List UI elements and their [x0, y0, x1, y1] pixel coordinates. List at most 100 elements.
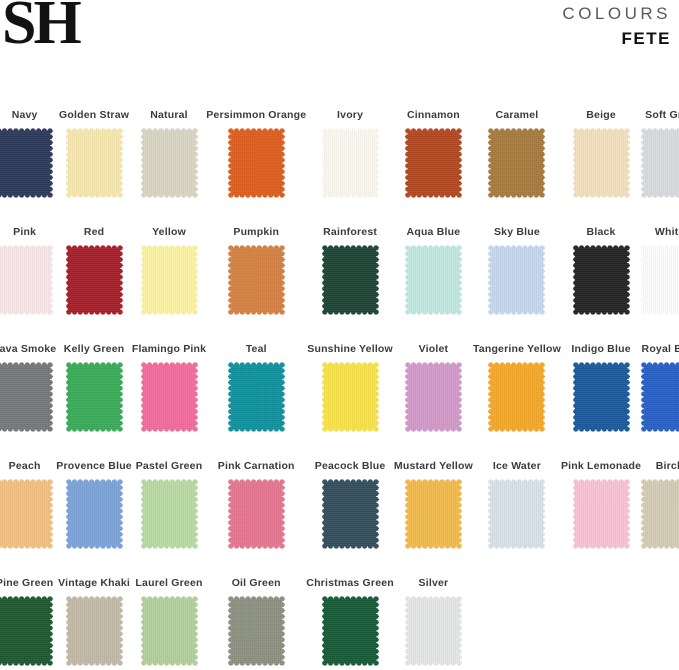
swatch-label: Tangerine Yellow: [472, 343, 561, 355]
swatch-cell: Flamingo Pink: [132, 343, 206, 432]
swatch-cell: Peacock Blue: [315, 460, 386, 549]
swatch-label: Golden Straw: [59, 109, 130, 121]
swatch-label: Sky Blue: [493, 226, 540, 238]
swatch-label: Peach: [8, 460, 41, 472]
swatch-label: Natural: [150, 109, 188, 121]
fabric-swatch: [66, 245, 123, 315]
swatch-label: Navy: [11, 109, 38, 121]
fabric-swatch: [228, 245, 285, 315]
swatch-cell: Yellow: [141, 226, 198, 315]
swatch-cell: Christmas Green: [306, 577, 394, 666]
swatch-label: Indigo Blue: [571, 343, 631, 355]
fabric-swatch: [488, 245, 545, 315]
swatch-label: Ice Water: [492, 460, 541, 472]
swatch-label: Teal: [245, 343, 267, 355]
swatch-cell: Beige: [573, 109, 630, 198]
fabric-swatch: [0, 479, 53, 549]
swatch-cell: Cinnamon: [405, 109, 462, 198]
swatch-cell: Pine Green: [0, 577, 53, 666]
fabric-swatch: [641, 479, 679, 549]
swatch-label: Persimmon Orange: [206, 109, 307, 121]
fabric-swatch: [66, 128, 123, 198]
swatch-label: Pine Green: [0, 577, 54, 589]
swatch-cell: Kelly Green: [64, 343, 125, 432]
swatch-label: Vintage Khaki: [58, 577, 130, 589]
swatch-label: Pastel Green: [135, 460, 203, 472]
swatch-cell: Royal Blue: [641, 343, 679, 432]
fabric-swatch: [141, 362, 198, 432]
fabric-swatch: [405, 128, 462, 198]
swatch-label: Mustard Yellow: [393, 460, 473, 472]
fabric-swatch: [322, 362, 379, 432]
swatch-label: Rainforest: [323, 226, 378, 238]
swatch-cell: Golden Straw: [59, 109, 129, 198]
collection-name: FETE: [621, 29, 671, 48]
swatch-label: Pumpkin: [233, 226, 280, 238]
collection-label: COLOURS: [562, 4, 671, 23]
swatch-label: Kelly Green: [63, 343, 125, 355]
swatch-cell: Pink Lemonade: [561, 460, 641, 549]
fabric-swatch: [405, 245, 462, 315]
swatch-label: Ivory: [337, 109, 364, 121]
fabric-swatch: [141, 596, 198, 666]
swatch-cell: Ivory: [322, 109, 379, 198]
fabric-swatch: [0, 362, 53, 432]
fabric-swatch: [322, 245, 379, 315]
fabric-swatch: [322, 596, 379, 666]
swatch-cell: Sunshine Yellow: [307, 343, 393, 432]
swatch-cell: Pumpkin: [228, 226, 285, 315]
swatch-cell: White: [641, 226, 679, 315]
swatch-cell: Rainforest: [322, 226, 379, 315]
fabric-swatch: [66, 596, 123, 666]
swatch-label: Pink: [13, 226, 37, 238]
swatch-label: Laurel Green: [135, 577, 203, 589]
swatch-cell: Mustard Yellow: [394, 460, 473, 549]
fabric-swatch: [228, 128, 285, 198]
swatch-cell: Provence Blue: [56, 460, 132, 549]
swatch-cell: Silver: [405, 577, 462, 666]
fabric-swatch: [405, 596, 462, 666]
swatch-cell: Navy: [0, 109, 53, 198]
swatch-cell: Ice Water: [488, 460, 545, 549]
swatch-cell: Peach: [0, 460, 53, 549]
fabric-swatch: [405, 362, 462, 432]
fabric-swatch: [66, 479, 123, 549]
fabric-swatch: [488, 362, 545, 432]
fabric-swatch: [488, 479, 545, 549]
swatch-cell: Tangerine Yellow: [473, 343, 561, 432]
fabric-swatch: [641, 362, 679, 432]
swatch-cell: Pastel Green: [136, 460, 203, 549]
swatch-grid: Navy Golden Straw Natural Persimmon Oran…: [0, 109, 679, 666]
fabric-swatch: [228, 362, 285, 432]
swatch-label: Soft Grey: [645, 109, 679, 121]
swatch-label: Red: [83, 226, 105, 238]
swatch-cell: Laurel Green: [135, 577, 202, 666]
swatch-label: Pink Lemonade: [560, 460, 642, 472]
fabric-swatch: [573, 362, 630, 432]
fabric-swatch: [322, 128, 379, 198]
fabric-swatch: [573, 479, 630, 549]
swatch-cell: Vintage Khaki: [58, 577, 130, 666]
swatch-label: Beige: [586, 109, 616, 121]
swatch-label: Violet: [418, 343, 449, 355]
swatch-cell: Soft Grey: [641, 109, 679, 198]
swatch-label: Flamingo Pink: [131, 343, 207, 355]
swatch-label: Pink Carnation: [217, 460, 295, 472]
fabric-swatch: [141, 128, 198, 198]
fabric-swatch: [0, 128, 53, 198]
swatch-cell: Natural: [141, 109, 198, 198]
swatch-label: Caramel: [495, 109, 539, 121]
swatch-cell: Oil Green: [228, 577, 285, 666]
swatch-cell: Lava Smoke: [0, 343, 56, 432]
swatch-label: Peacock Blue: [314, 460, 386, 472]
swatch-cell: Birch: [641, 460, 679, 549]
swatch-label: Silver: [418, 577, 449, 589]
swatch-label: Cinnamon: [406, 109, 460, 121]
fabric-swatch: [641, 245, 679, 315]
swatch-cell: Caramel: [488, 109, 545, 198]
fabric-swatch: [641, 128, 679, 198]
swatch-label: Christmas Green: [306, 577, 394, 589]
fabric-swatch: [488, 128, 545, 198]
swatch-label: Yellow: [152, 226, 186, 238]
fabric-swatch: [0, 596, 53, 666]
